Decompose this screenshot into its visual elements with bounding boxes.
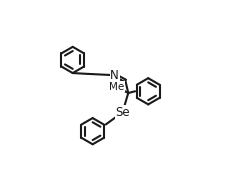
Text: Me: Me [109, 82, 125, 92]
Text: N: N [110, 69, 119, 82]
Text: Se: Se [115, 106, 130, 119]
